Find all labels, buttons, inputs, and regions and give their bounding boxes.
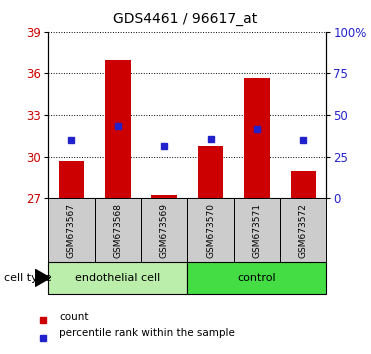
Text: cell type: cell type — [4, 273, 51, 283]
Text: GSM673567: GSM673567 — [67, 202, 76, 258]
Text: percentile rank within the sample: percentile rank within the sample — [59, 328, 235, 338]
Text: GSM673571: GSM673571 — [252, 202, 262, 258]
Bar — [187, 262, 326, 294]
Bar — [141, 198, 187, 262]
Bar — [48, 198, 95, 262]
Text: control: control — [237, 273, 276, 283]
Bar — [95, 198, 141, 262]
Bar — [234, 198, 280, 262]
Text: GSM673569: GSM673569 — [160, 202, 169, 258]
Bar — [105, 59, 131, 198]
Bar — [187, 198, 234, 262]
Polygon shape — [35, 269, 50, 286]
Bar — [59, 161, 84, 198]
Bar — [290, 171, 316, 198]
Text: endothelial cell: endothelial cell — [75, 273, 160, 283]
Bar — [280, 198, 326, 262]
Bar — [198, 145, 223, 198]
Text: GSM673572: GSM673572 — [299, 202, 308, 258]
Text: GSM673570: GSM673570 — [206, 202, 215, 258]
Text: GDS4461 / 96617_at: GDS4461 / 96617_at — [114, 12, 257, 27]
Bar — [48, 262, 187, 294]
Text: count: count — [59, 312, 89, 322]
Bar — [151, 195, 177, 198]
Text: GSM673568: GSM673568 — [113, 202, 122, 258]
Bar — [244, 78, 270, 198]
